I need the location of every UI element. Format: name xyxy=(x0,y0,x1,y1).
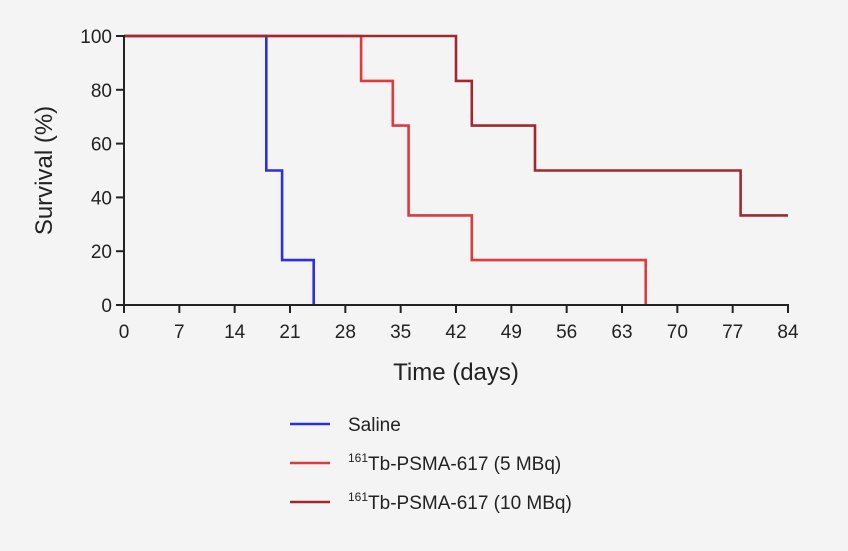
legend-label-superscript: 161 xyxy=(348,451,368,465)
x-tick-label: 35 xyxy=(390,322,411,343)
x-tick-label: 63 xyxy=(611,322,632,343)
x-tick-label: 14 xyxy=(224,322,246,343)
y-tick-label: 60 xyxy=(91,135,112,156)
legend-label-superscript: 161 xyxy=(348,490,368,504)
x-tick-label: 28 xyxy=(335,322,356,343)
x-tick-label: 42 xyxy=(445,322,466,343)
y-tick-label: 80 xyxy=(91,81,112,102)
series-layer xyxy=(124,34,788,305)
axes-layer: 0 20 40 60 80 100 0 7 14 21 28 35 42 49 56 63 70 77 84 xyxy=(80,27,799,343)
legend-label-3: 161Tb-PSMA-617 (10 MBq) xyxy=(348,490,572,514)
x-tick-label: 7 xyxy=(174,322,185,343)
x-tick-label: 49 xyxy=(501,322,522,343)
y-tick-label: 0 xyxy=(101,296,112,317)
x-tick-label: 21 xyxy=(279,322,300,343)
x-tick-label: 56 xyxy=(556,322,577,343)
y-tick-label: 20 xyxy=(91,242,112,263)
legend-label-1: Saline xyxy=(348,415,401,436)
y-axis-title: Survival (%) xyxy=(31,106,58,235)
series-line-1 xyxy=(124,34,315,305)
legend-label-main: Tb-PSMA-617 (10 MBq) xyxy=(368,493,572,514)
series-line-3 xyxy=(124,34,788,217)
legend-label-2: 161Tb-PSMA-617 (5 MBq) xyxy=(348,451,561,475)
x-tick-label: 70 xyxy=(667,322,688,343)
legend-label-main: Tb-PSMA-617 (5 MBq) xyxy=(368,454,561,475)
x-tick-label: 84 xyxy=(777,322,799,343)
x-tick-label: 0 xyxy=(119,322,130,343)
x-axis-title: Time (days) xyxy=(393,359,519,386)
y-tick-label: 100 xyxy=(80,27,112,48)
x-tick-label: 77 xyxy=(722,322,743,343)
y-tick-label: 40 xyxy=(91,188,112,209)
series-line-2 xyxy=(124,34,647,305)
